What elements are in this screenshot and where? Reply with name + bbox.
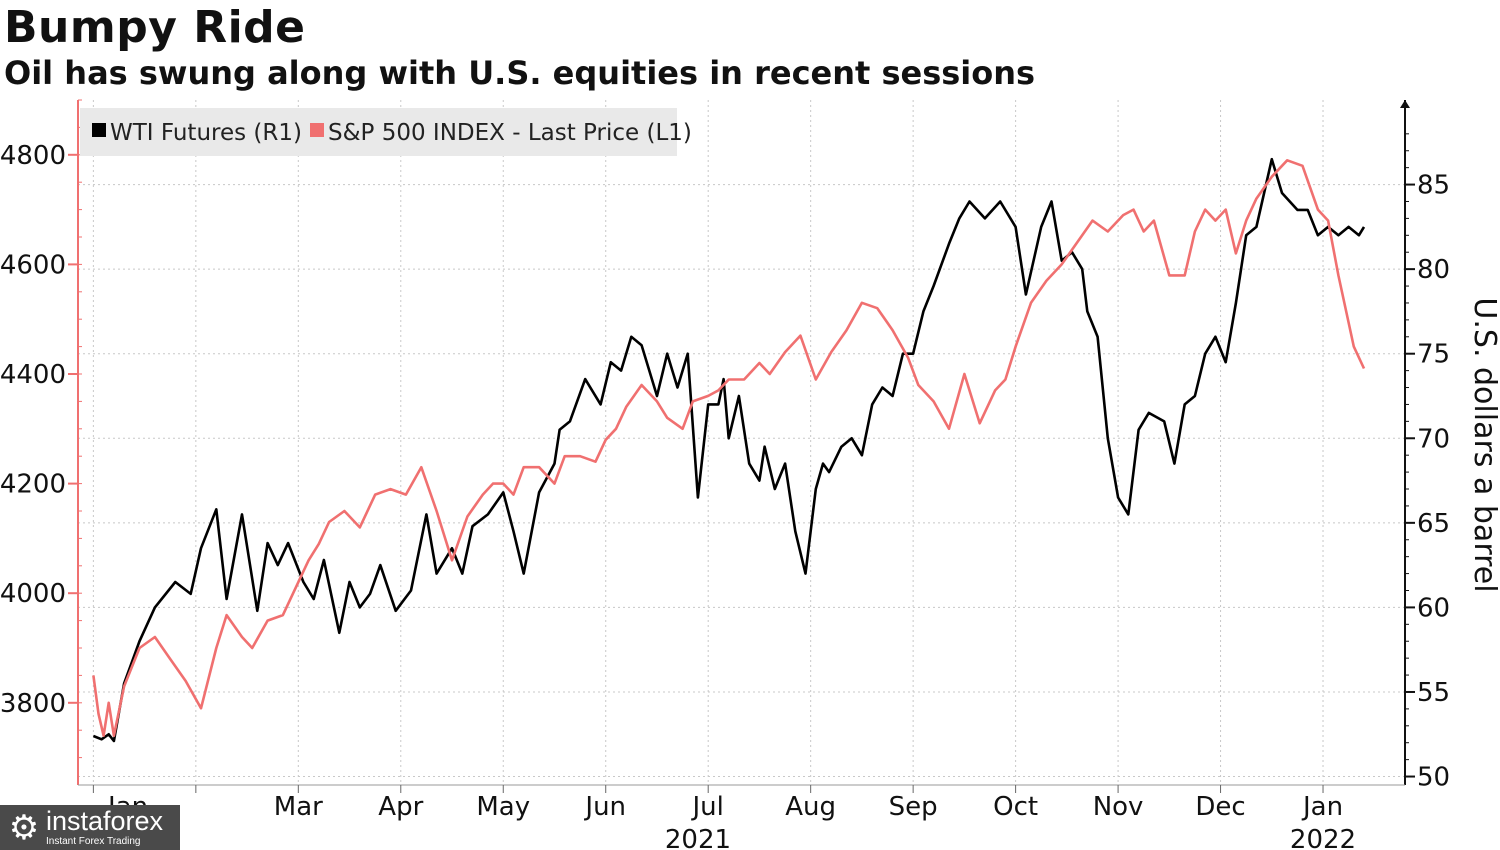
right-tick-label: 55 bbox=[1417, 678, 1450, 708]
left-tick-label: 4400 bbox=[0, 360, 66, 390]
watermark-tagline: Instant Forex Trading bbox=[46, 836, 141, 847]
x-month-label: May bbox=[476, 792, 530, 822]
x-year-label: 2022 bbox=[1290, 825, 1356, 850]
right-axis-arrow-icon bbox=[1400, 100, 1410, 108]
chart-title: Bumpy Ride bbox=[4, 2, 306, 53]
watermark: ⚙ instaforex Instant Forex Trading bbox=[0, 805, 180, 850]
right-tick-label: 60 bbox=[1417, 593, 1450, 623]
legend: WTI Futures (R1) S&P 500 INDEX - Last Pri… bbox=[80, 108, 692, 156]
sp500-index-line bbox=[92, 159, 1366, 738]
x-month-label: Jul bbox=[691, 792, 724, 822]
watermark-brand: instaforex bbox=[46, 806, 164, 836]
legend-swatch-wti bbox=[92, 123, 106, 137]
right-tick-label: 70 bbox=[1417, 424, 1450, 454]
right-tick-label: 65 bbox=[1417, 509, 1450, 539]
wti-futures-line bbox=[92, 157, 1366, 743]
series-layer bbox=[92, 157, 1366, 743]
legend-box bbox=[80, 108, 677, 156]
left-tick-label: 4200 bbox=[0, 470, 66, 500]
right-axis-title: U.S. dollars a barrel bbox=[1467, 297, 1500, 592]
grid-layer bbox=[78, 100, 1405, 785]
left-tick-label: 3800 bbox=[0, 689, 66, 719]
x-year-label: 2021 bbox=[665, 825, 731, 850]
axes-layer: 3800 4000 4200 4400 4600 4800 50 55 60 65 70 75 80 85… bbox=[0, 99, 1500, 850]
x-month-label: Jun bbox=[583, 792, 626, 822]
legend-swatch-sp500 bbox=[310, 123, 324, 137]
x-month-label: Mar bbox=[274, 792, 323, 822]
right-tick-label: 85 bbox=[1417, 171, 1450, 201]
right-tick-label: 75 bbox=[1417, 340, 1450, 370]
left-tick-label: 4000 bbox=[0, 579, 66, 609]
right-tick-label: 50 bbox=[1417, 763, 1450, 793]
x-month-label: Oct bbox=[993, 792, 1038, 822]
legend-label-sp500: S&P 500 INDEX - Last Price (L1) bbox=[328, 120, 692, 146]
legend-label-wti: WTI Futures (R1) bbox=[110, 120, 302, 146]
gear-logo-icon: ⚙ bbox=[8, 807, 40, 848]
x-month-label: Nov bbox=[1093, 792, 1144, 822]
left-tick-label: 4800 bbox=[0, 141, 66, 171]
x-month-label: Aug bbox=[785, 792, 836, 822]
right-tick-label: 80 bbox=[1417, 255, 1450, 285]
x-month-label: Sep bbox=[889, 792, 938, 822]
chart-subtitle: Oil has swung along with U.S. equities i… bbox=[4, 54, 1036, 92]
x-month-label: Apr bbox=[378, 792, 423, 822]
x-month-label: Dec bbox=[1195, 792, 1245, 822]
x-month-label: Jan bbox=[1301, 792, 1343, 822]
left-tick-label: 4600 bbox=[0, 250, 66, 280]
